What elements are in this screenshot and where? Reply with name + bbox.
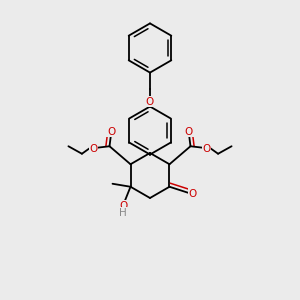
Text: O: O [185, 127, 193, 137]
Text: O: O [146, 97, 154, 106]
Text: O: O [107, 127, 115, 137]
Text: O: O [202, 144, 211, 154]
Text: H: H [119, 208, 127, 218]
Text: O: O [120, 201, 128, 211]
Text: O: O [89, 144, 98, 154]
Text: O: O [188, 189, 197, 199]
